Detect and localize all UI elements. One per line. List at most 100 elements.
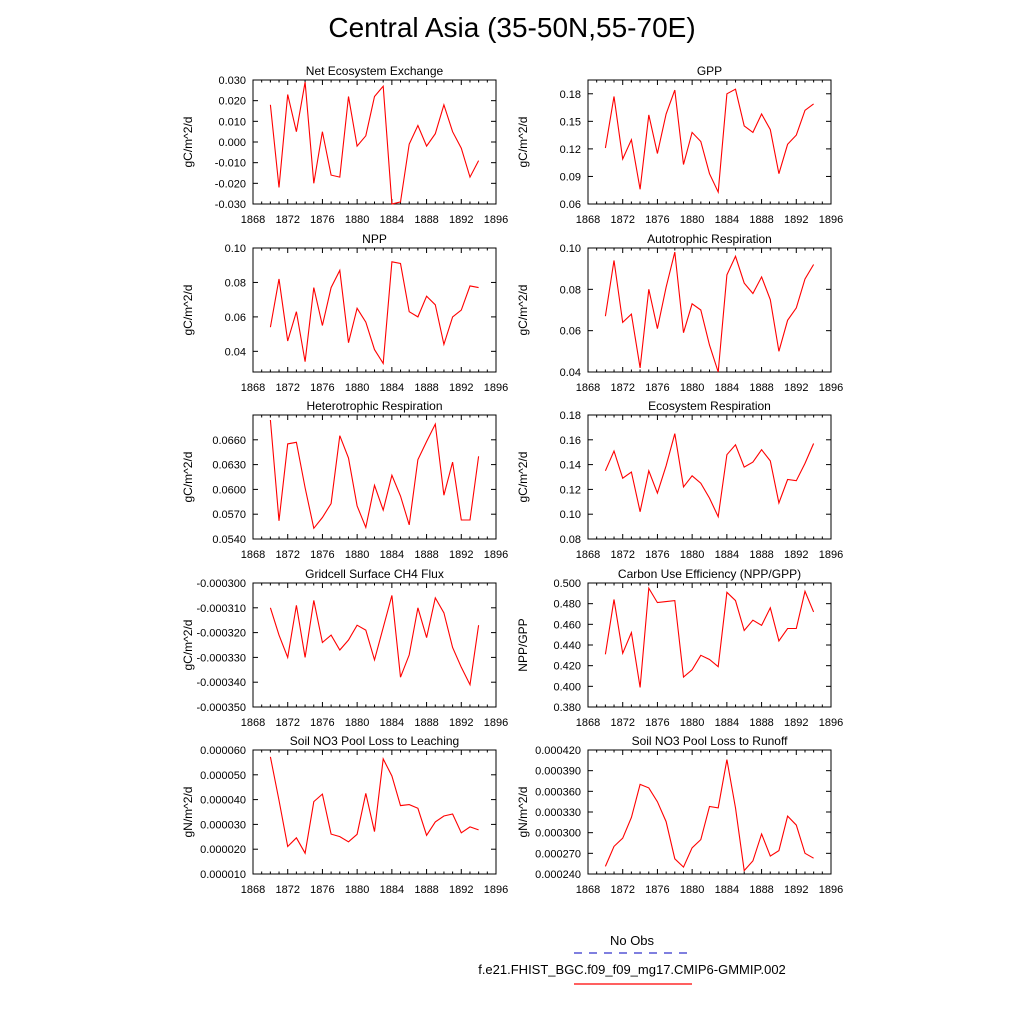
y-axis-label: gC/m^2/d	[516, 285, 530, 336]
y-tick-label: 0.0600	[212, 484, 246, 496]
x-tick-label: 1896	[484, 884, 508, 896]
y-tick-label: 0.06	[225, 312, 246, 324]
y-tick-label: -0.000330	[196, 652, 246, 664]
y-tick-label: 0.000010	[200, 869, 246, 881]
x-tick-label: 1868	[576, 884, 600, 896]
plot-frame	[587, 749, 832, 875]
x-tick-label: 1892	[784, 884, 808, 896]
y-tick-label: 0.010	[218, 116, 246, 128]
x-tick-label: 1892	[784, 214, 808, 226]
x-tick-label: 1888	[414, 717, 438, 729]
chart-panel-8: Carbon Use Efficiency (NPP/GPP) NPP/GPP 18…	[516, 567, 843, 729]
chart-panel-9: Soil NO3 Pool Loss to Leaching gN/m^2/d 18…	[181, 734, 508, 896]
y-axis-label: NPP/GPP	[516, 618, 530, 671]
figure-title: Central Asia (35-50N,55-70E)	[328, 12, 696, 43]
y-tick-label: 0.0630	[212, 460, 246, 472]
chart-panel-3: NPP gC/m^2/d 1868 1872 1876 1880 1884 1888 1892 1…	[181, 232, 508, 394]
x-tick-label: 1872	[610, 382, 634, 394]
y-tick-label: 0.0660	[212, 435, 246, 447]
x-tick-label: 1896	[819, 717, 843, 729]
series-line	[604, 251, 815, 373]
y-tick-label: 0.000050	[200, 770, 246, 782]
series-line	[269, 82, 480, 205]
x-tick-label: 1868	[576, 214, 600, 226]
x-tick-label: 1876	[310, 549, 334, 561]
x-tick-label: 1896	[819, 884, 843, 896]
x-tick-label: 1884	[715, 717, 739, 729]
y-tick-label: -0.010	[215, 158, 246, 170]
y-tick-label: 0.000	[218, 137, 246, 149]
x-tick-label: 1896	[819, 214, 843, 226]
y-tick-label: 0.000270	[535, 848, 581, 860]
chart-panel-10: Soil NO3 Pool Loss to Runoff gN/m^2/d 1868…	[516, 734, 843, 896]
x-tick-label: 1892	[449, 884, 473, 896]
x-tick-label: 1880	[345, 214, 369, 226]
y-tick-label: 0.000030	[200, 819, 246, 831]
y-tick-label: 0.0540	[212, 534, 246, 546]
x-tick-label: 1880	[680, 884, 704, 896]
x-tick-label: 1888	[749, 549, 773, 561]
x-tick-label: 1872	[610, 549, 634, 561]
y-tick-label: 0.10	[560, 243, 581, 255]
y-tick-label: 0.06	[560, 199, 581, 211]
y-axis-label: gC/m^2/d	[181, 452, 195, 503]
x-tick-label: 1880	[680, 717, 704, 729]
x-tick-label: 1876	[645, 549, 669, 561]
x-tick-label: 1884	[715, 382, 739, 394]
y-tick-label: 0.000240	[535, 869, 581, 881]
y-tick-label: 0.000360	[535, 786, 581, 798]
x-tick-label: 1888	[414, 884, 438, 896]
x-tick-label: 1876	[310, 717, 334, 729]
x-tick-label: 1884	[380, 549, 404, 561]
y-tick-label: 0.000020	[200, 844, 246, 856]
y-tick-label: 0.000420	[535, 745, 581, 757]
chart-panel-1: Net Ecosystem Exchange gC/m^2/d 1868 1872 18…	[181, 64, 508, 226]
x-tick-label: 1880	[345, 884, 369, 896]
y-tick-label: 0.14	[560, 460, 581, 472]
chart-panel-7: Gridcell Surface CH4 Flux gC/m^2/d 1868 187…	[181, 567, 508, 729]
chart-title: NPP	[362, 232, 387, 246]
chart-title: GPP	[697, 64, 722, 78]
x-tick-label: 1868	[576, 382, 600, 394]
x-tick-label: 1872	[275, 884, 299, 896]
y-tick-label: -0.000350	[196, 702, 246, 714]
plot-frame	[252, 414, 497, 540]
series-line	[604, 586, 815, 688]
x-tick-label: 1868	[241, 214, 265, 226]
x-tick-label: 1884	[380, 884, 404, 896]
x-tick-label: 1872	[610, 214, 634, 226]
x-tick-label: 1872	[275, 717, 299, 729]
y-tick-label: 0.12	[560, 484, 581, 496]
x-tick-label: 1892	[449, 549, 473, 561]
x-tick-label: 1880	[345, 549, 369, 561]
x-tick-label: 1884	[715, 214, 739, 226]
plot-frame	[252, 749, 497, 875]
x-tick-label: 1892	[449, 382, 473, 394]
x-tick-label: 1876	[310, 884, 334, 896]
y-tick-label: 0.12	[560, 144, 581, 156]
x-tick-label: 1876	[645, 382, 669, 394]
x-tick-label: 1880	[345, 717, 369, 729]
y-axis-label: gN/m^2/d	[181, 787, 195, 838]
y-tick-label: 0.08	[560, 534, 581, 546]
chart-title: Net Ecosystem Exchange	[306, 64, 444, 78]
x-tick-label: 1888	[414, 549, 438, 561]
chart-title: Soil NO3 Pool Loss to Runoff	[632, 734, 789, 748]
y-axis-label: gC/m^2/d	[516, 117, 530, 168]
y-tick-label: 0.400	[553, 681, 581, 693]
chart-title: Autotrophic Respiration	[647, 232, 772, 246]
y-tick-label: 0.16	[560, 435, 581, 447]
y-tick-label: 0.460	[553, 619, 581, 631]
y-tick-label: 0.420	[553, 661, 581, 673]
x-tick-label: 1896	[819, 549, 843, 561]
y-tick-label: 0.08	[560, 284, 581, 296]
x-tick-label: 1888	[749, 214, 773, 226]
x-tick-label: 1868	[576, 549, 600, 561]
x-tick-label: 1892	[449, 214, 473, 226]
x-tick-label: 1872	[275, 549, 299, 561]
x-tick-label: 1868	[576, 717, 600, 729]
x-tick-label: 1888	[414, 214, 438, 226]
chart-panel-4: Autotrophic Respiration gC/m^2/d 1868 1872 1…	[516, 232, 843, 394]
x-tick-label: 1896	[484, 214, 508, 226]
